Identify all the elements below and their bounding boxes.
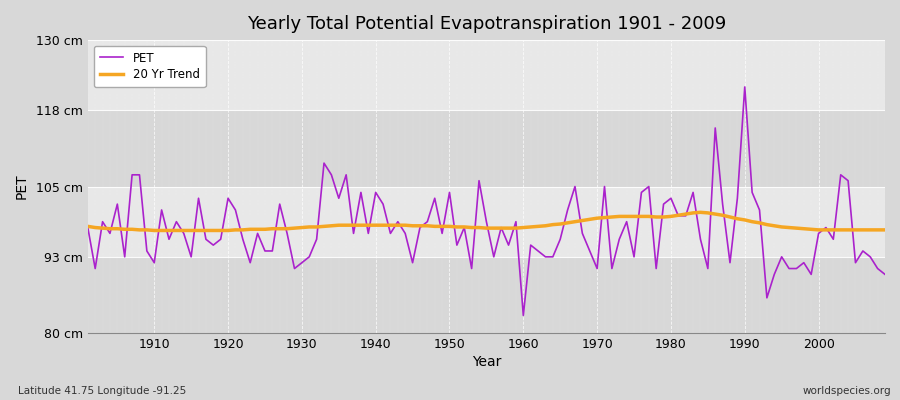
Line: 20 Yr Trend: 20 Yr Trend [88, 212, 885, 230]
PET [526, 243, 536, 248]
PET [348, 231, 359, 236]
Line: PET: PET [88, 87, 885, 316]
PET [304, 254, 315, 259]
20 Yr Trend [879, 228, 890, 232]
Bar [88, 257, 885, 333]
Bar [88, 186, 885, 257]
20 Yr Trend [311, 224, 322, 229]
PET [518, 313, 528, 318]
20 Yr Trend [141, 228, 152, 232]
20 Yr Trend [148, 228, 159, 233]
20 Yr Trend [526, 224, 536, 229]
Legend: PET, 20 Yr Trend: PET, 20 Yr Trend [94, 46, 205, 87]
PET [83, 225, 94, 230]
Title: Yearly Total Potential Evapotranspiration 1901 - 2009: Yearly Total Potential Evapotranspiratio… [247, 15, 726, 33]
PET [510, 219, 521, 224]
20 Yr Trend [614, 214, 625, 219]
Y-axis label: PET: PET [15, 174, 29, 199]
20 Yr Trend [83, 224, 94, 229]
20 Yr Trend [518, 225, 528, 230]
20 Yr Trend [695, 210, 706, 215]
PET [740, 84, 751, 89]
Bar [88, 40, 885, 110]
PET [614, 237, 625, 242]
Text: worldspecies.org: worldspecies.org [803, 386, 891, 396]
20 Yr Trend [356, 223, 366, 228]
PET [879, 272, 890, 277]
Text: Latitude 41.75 Longitude -91.25: Latitude 41.75 Longitude -91.25 [18, 386, 186, 396]
X-axis label: Year: Year [472, 355, 501, 369]
PET [141, 248, 152, 253]
Bar [88, 110, 885, 186]
